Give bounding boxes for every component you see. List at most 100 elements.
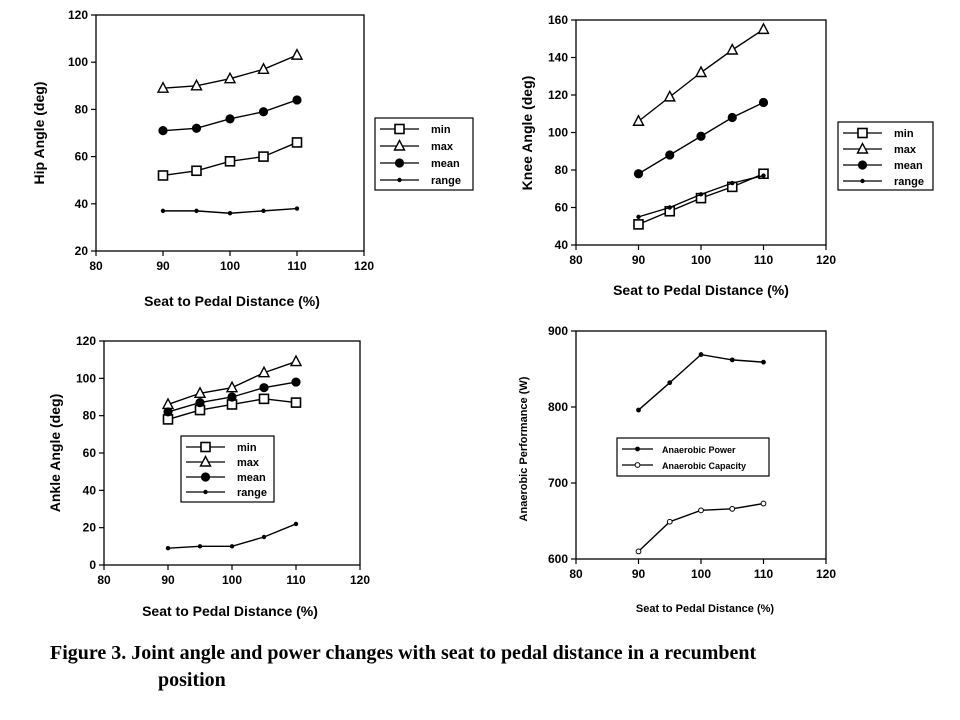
data-point-mean xyxy=(696,131,706,141)
data-point-mean xyxy=(225,114,235,124)
data-point-anaerobic-capacity xyxy=(729,505,736,512)
y-tick-label: 60 xyxy=(555,201,569,215)
y-tick-label: 120 xyxy=(548,88,568,102)
data-point-range xyxy=(229,544,235,549)
data-point-range xyxy=(293,521,299,527)
legend-hip: min max mean range xyxy=(374,117,474,191)
data-point-min xyxy=(258,151,269,162)
y-tick-label: 60 xyxy=(75,150,89,164)
data-point-mean xyxy=(227,392,237,402)
data-point-mean xyxy=(633,169,644,179)
series-max xyxy=(632,22,770,126)
legend-marker-mean xyxy=(200,472,211,482)
data-point-range xyxy=(667,205,672,210)
legend-label-anaerobic-capacity: Anaerobic Capacity xyxy=(662,461,746,471)
x-tick-label: 100 xyxy=(220,259,240,273)
legend-label-max: max xyxy=(894,144,917,156)
y-tick-label: 100 xyxy=(68,55,88,69)
data-point-max xyxy=(257,365,271,378)
figure-caption: Figure 3. Joint angle and power changes … xyxy=(50,640,930,694)
data-point-range xyxy=(261,534,267,540)
y-tick-label: 0 xyxy=(89,558,96,572)
y-axis-label: Hip Angle (deg) xyxy=(31,82,47,185)
data-point-min xyxy=(224,156,236,167)
legend-box xyxy=(374,117,474,191)
data-point-mean xyxy=(259,383,269,393)
data-point-range xyxy=(261,208,266,214)
x-tick-label: 110 xyxy=(754,567,774,581)
y-tick-label: 40 xyxy=(555,238,569,252)
data-point-mean xyxy=(291,377,301,387)
data-point-anaerobic-capacity xyxy=(760,500,767,507)
legend-marker-range xyxy=(860,178,865,184)
legend-label-mean: mean xyxy=(431,158,460,170)
data-point-max xyxy=(225,380,239,393)
x-tick-label: 80 xyxy=(89,259,103,273)
x-axis-label: Seat to Pedal Distance (%) xyxy=(613,282,789,298)
y-tick-label: 800 xyxy=(548,400,568,414)
data-point-range xyxy=(197,544,203,549)
y-axis-label: Ankle Angle (deg) xyxy=(47,394,63,513)
legend-label-min: min xyxy=(894,128,914,140)
y-tick-label: 700 xyxy=(548,476,568,490)
legend-marker-min xyxy=(394,123,405,135)
y-tick-label: 80 xyxy=(555,163,569,177)
series-min xyxy=(633,168,769,230)
x-tick-label: 120 xyxy=(816,253,836,267)
data-point-mean xyxy=(191,123,202,133)
data-point-max xyxy=(726,42,739,55)
data-point-max xyxy=(663,89,676,102)
data-point-range xyxy=(227,211,233,216)
series-mean xyxy=(158,95,302,136)
series-range xyxy=(636,173,766,220)
y-tick-label: 140 xyxy=(548,51,568,65)
legend-label-range: range xyxy=(431,175,461,187)
data-point-max xyxy=(290,48,304,60)
data-point-max xyxy=(757,22,770,35)
data-point-mean xyxy=(195,398,205,408)
series-anaerobic-power xyxy=(636,352,766,413)
y-tick-label: 40 xyxy=(75,197,89,211)
x-axis-label: Seat to Pedal Distance (%) xyxy=(636,603,774,615)
data-point-anaerobic-power xyxy=(729,357,735,363)
legend-marker-max xyxy=(393,138,406,151)
x-tick-label: 100 xyxy=(222,573,242,587)
legend-marker-mean xyxy=(857,160,868,170)
data-point-min xyxy=(633,219,644,230)
data-point-anaerobic-capacity xyxy=(666,518,673,525)
series-mean xyxy=(163,377,301,417)
data-point-anaerobic-capacity xyxy=(635,548,642,555)
data-point-mean xyxy=(258,107,269,117)
data-point-anaerobic-power xyxy=(761,359,766,365)
y-tick-label: 900 xyxy=(548,324,568,338)
data-point-max xyxy=(190,78,203,91)
chart-panel-anaerobic: 80 90 100 110 120 600 700 800 900 Seat to Pedal D… xyxy=(518,324,836,615)
series-anaerobic-capacity xyxy=(635,500,767,555)
legend-label-anaerobic-power: Anaerobic Power xyxy=(662,445,736,455)
data-point-min xyxy=(290,397,302,408)
x-tick-label: 110 xyxy=(287,259,307,273)
data-point-mean xyxy=(727,112,737,123)
y-tick-label: 60 xyxy=(83,446,97,460)
y-axis-label: Anaerobic Performance (W) xyxy=(518,376,530,521)
data-point-max xyxy=(289,354,303,367)
data-point-range xyxy=(160,208,166,214)
data-point-mean xyxy=(758,97,769,108)
y-tick-label: 80 xyxy=(83,409,97,423)
x-axis-label: Seat to Pedal Distance (%) xyxy=(142,603,318,619)
series-range xyxy=(160,206,300,216)
data-point-range xyxy=(636,214,641,220)
x-tick-label: 90 xyxy=(156,259,170,273)
x-tick-label: 80 xyxy=(569,253,583,267)
data-point-mean xyxy=(163,407,173,417)
series-range xyxy=(165,521,299,551)
plot-frame xyxy=(95,14,365,252)
x-tick-label: 120 xyxy=(354,259,374,273)
data-point-anaerobic-power xyxy=(636,407,641,413)
caption-line-1: Figure 3. Joint angle and power changes … xyxy=(50,642,757,664)
chart-panel-hip: 80 90 100 110 120 20 40 60 80 100 120 Seat to Pedal… xyxy=(31,8,474,309)
y-axis-label: Knee Angle (deg) xyxy=(519,76,535,191)
legend-marker-anaerobic-capacity xyxy=(634,462,641,468)
legend-marker-max xyxy=(199,454,212,467)
x-tick-label: 90 xyxy=(161,573,175,587)
